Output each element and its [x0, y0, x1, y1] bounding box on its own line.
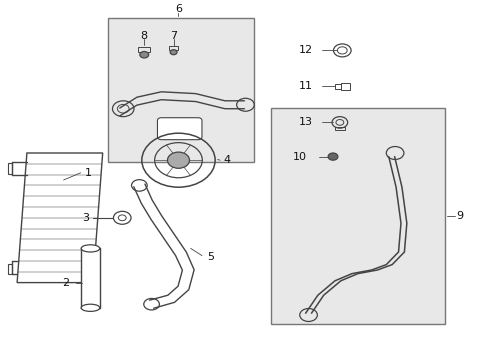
Circle shape	[167, 152, 189, 168]
Bar	[8, 264, 12, 274]
Bar	[138, 47, 150, 52]
Text: 3: 3	[82, 213, 89, 223]
Text: 6: 6	[175, 4, 182, 14]
Text: 12: 12	[298, 45, 312, 55]
Text: 7: 7	[170, 31, 177, 41]
Bar	[168, 46, 178, 50]
Bar	[340, 83, 349, 90]
Ellipse shape	[81, 304, 100, 311]
FancyBboxPatch shape	[157, 118, 202, 140]
Bar	[8, 163, 12, 174]
Bar	[81, 248, 100, 308]
Bar	[334, 127, 344, 130]
Text: 2: 2	[62, 278, 69, 288]
Circle shape	[327, 153, 337, 160]
Text: 9: 9	[455, 211, 462, 221]
Circle shape	[170, 50, 177, 55]
Bar	[271, 108, 444, 324]
Circle shape	[113, 211, 131, 224]
Text: 8: 8	[141, 31, 147, 41]
Text: 13: 13	[298, 117, 312, 127]
Ellipse shape	[81, 245, 100, 252]
Circle shape	[140, 51, 148, 58]
Text: 10: 10	[292, 152, 306, 162]
Text: 1: 1	[84, 168, 91, 178]
Text: 4: 4	[224, 155, 230, 165]
Text: 5: 5	[206, 252, 213, 262]
Text: 11: 11	[298, 81, 312, 91]
Bar	[334, 84, 340, 89]
Bar	[107, 18, 254, 162]
